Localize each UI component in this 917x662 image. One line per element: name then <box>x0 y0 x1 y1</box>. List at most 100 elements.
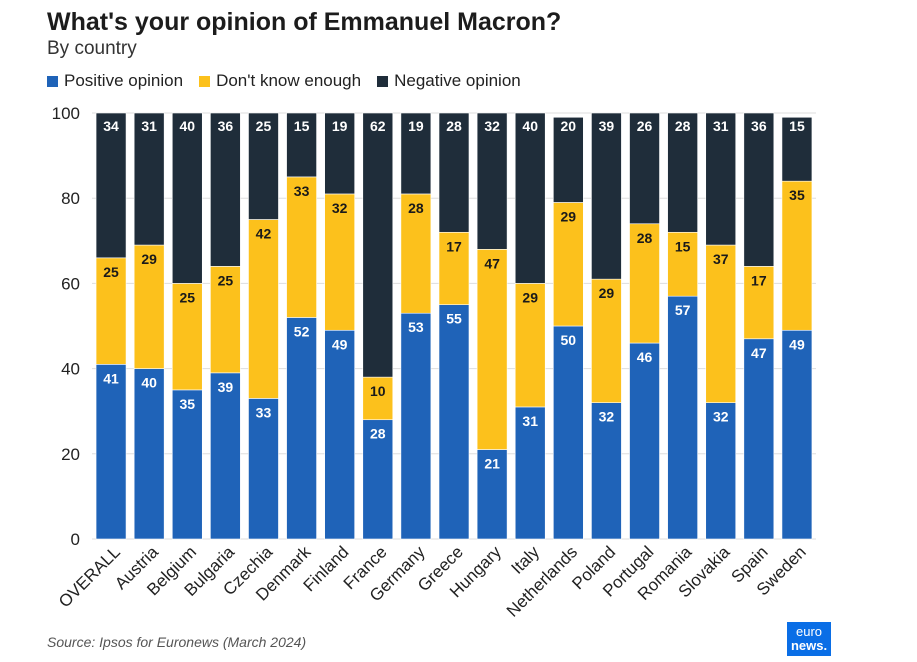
data-label: 40 <box>179 118 195 134</box>
bar-segment <box>171 112 203 284</box>
data-label: 25 <box>218 272 234 288</box>
bar-segment <box>591 402 622 540</box>
legend-label-dontknow: Don't know enough <box>216 71 362 90</box>
bar-segment <box>362 112 394 378</box>
bar-segment <box>514 112 546 284</box>
bar-segment <box>324 193 355 331</box>
y-tick-label: 40 <box>61 360 80 379</box>
bar-segment <box>400 193 432 314</box>
logo-line-2: news. <box>790 638 828 653</box>
bar-segment <box>133 112 165 246</box>
legend-item-negative: Negative opinion <box>377 71 521 91</box>
legend-label-negative: Negative opinion <box>394 71 521 90</box>
bar-segment <box>95 364 127 540</box>
y-tick-label: 60 <box>61 274 80 293</box>
data-label: 29 <box>599 285 615 301</box>
legend-item-dontknow: Don't know enough <box>199 71 361 91</box>
data-label: 47 <box>484 255 500 271</box>
bar-segment <box>286 317 317 540</box>
bar-segment <box>705 112 737 246</box>
bar-segment <box>781 116 813 182</box>
data-label: 31 <box>713 118 729 134</box>
data-label: 29 <box>141 251 157 267</box>
legend-label-positive: Positive opinion <box>64 71 184 90</box>
data-label: 31 <box>141 118 157 134</box>
data-label: 25 <box>179 289 195 305</box>
data-label: 42 <box>256 226 272 242</box>
chart-subtitle: By country <box>47 38 137 59</box>
bar-segment <box>667 295 698 540</box>
bar-segment <box>743 338 775 540</box>
bar-segment <box>705 244 737 403</box>
data-label: 32 <box>713 409 729 425</box>
bar-segment <box>667 112 698 233</box>
data-label: 33 <box>256 404 272 420</box>
data-label: 28 <box>370 426 386 442</box>
bar-segment <box>781 180 813 331</box>
legend-swatch-negative <box>377 75 389 87</box>
bar-segment <box>743 112 775 267</box>
data-label: 49 <box>789 336 805 352</box>
bar-segment <box>629 112 660 225</box>
bar-segment <box>514 406 546 540</box>
bar-segment <box>476 249 508 450</box>
data-label: 25 <box>256 118 272 134</box>
bar-segment <box>476 449 508 540</box>
data-label: 28 <box>637 230 653 246</box>
source-note: Source: Ipsos for Euronews (March 2024) <box>47 634 307 650</box>
data-label: 33 <box>294 183 310 199</box>
data-label: 40 <box>141 375 157 391</box>
bar-segment <box>210 372 241 540</box>
bar-segment <box>705 402 737 540</box>
data-label: 52 <box>294 323 310 339</box>
data-label: 36 <box>218 118 234 134</box>
y-tick-label: 100 <box>52 104 80 123</box>
data-label: 40 <box>522 118 538 134</box>
data-label: 32 <box>484 118 500 134</box>
legend-swatch-positive <box>47 75 58 87</box>
bar-segment <box>629 342 660 540</box>
bar-segment <box>324 329 355 540</box>
data-label: 39 <box>599 118 615 134</box>
data-label: 28 <box>675 118 691 134</box>
bar-segment <box>743 266 775 340</box>
bar-segment <box>553 202 584 327</box>
data-label: 20 <box>561 118 577 134</box>
bar-segment <box>286 112 317 178</box>
euronews-logo: euro news. <box>787 622 831 656</box>
legend: Positive opinion Don't know enough Negat… <box>47 71 521 91</box>
data-label: 37 <box>713 251 729 267</box>
data-label: 53 <box>408 319 424 335</box>
data-label: 36 <box>751 118 767 134</box>
data-label: 19 <box>332 118 348 134</box>
data-label: 17 <box>751 272 767 288</box>
data-label: 10 <box>370 383 386 399</box>
bar-segment <box>400 312 432 540</box>
legend-swatch-dontknow <box>199 75 211 87</box>
bar-segment <box>171 283 203 391</box>
bar-segment <box>438 304 470 540</box>
data-label: 19 <box>408 118 424 134</box>
bar-segment <box>324 112 355 195</box>
bar-segment <box>95 257 127 365</box>
data-label: 15 <box>789 118 805 134</box>
data-label: 46 <box>637 349 653 365</box>
data-label: 39 <box>218 379 234 395</box>
data-label: 47 <box>751 345 767 361</box>
data-label: 28 <box>446 118 462 134</box>
data-label: 34 <box>103 118 119 134</box>
bar-segment <box>362 419 394 540</box>
bar-segment <box>553 325 584 540</box>
bar-segment <box>591 278 622 403</box>
data-label: 49 <box>332 336 348 352</box>
bar-segment <box>667 231 698 297</box>
data-label: 28 <box>408 200 424 216</box>
bar-segment <box>438 112 470 233</box>
bar-segment <box>476 112 508 250</box>
bar-segment <box>248 112 279 220</box>
bar-segment <box>210 112 241 267</box>
bar-segment <box>286 176 317 318</box>
data-label: 57 <box>675 302 691 318</box>
data-label: 17 <box>446 238 462 254</box>
